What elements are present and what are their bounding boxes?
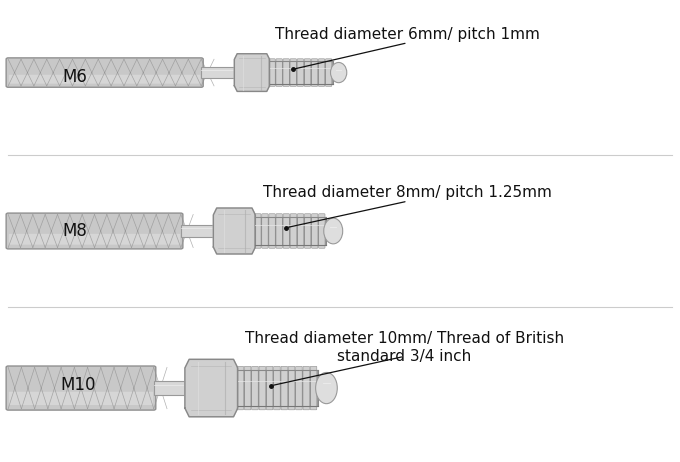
FancyBboxPatch shape xyxy=(255,214,261,248)
FancyBboxPatch shape xyxy=(9,392,153,405)
FancyBboxPatch shape xyxy=(9,75,201,84)
Text: Thread diameter 8mm/ pitch 1.25mm: Thread diameter 8mm/ pitch 1.25mm xyxy=(263,185,552,200)
FancyBboxPatch shape xyxy=(305,214,311,248)
FancyBboxPatch shape xyxy=(9,234,180,245)
FancyBboxPatch shape xyxy=(297,59,303,86)
FancyBboxPatch shape xyxy=(267,366,273,410)
Bar xyxy=(181,225,223,237)
Ellipse shape xyxy=(330,62,347,83)
Bar xyxy=(256,217,326,245)
FancyBboxPatch shape xyxy=(283,214,290,248)
Text: M8: M8 xyxy=(63,222,87,240)
FancyBboxPatch shape xyxy=(297,214,304,248)
FancyBboxPatch shape xyxy=(311,214,318,248)
FancyBboxPatch shape xyxy=(237,366,243,410)
Bar xyxy=(269,61,333,84)
FancyBboxPatch shape xyxy=(259,366,265,410)
Bar xyxy=(154,381,197,395)
FancyBboxPatch shape xyxy=(276,59,282,86)
FancyBboxPatch shape xyxy=(283,59,290,86)
FancyBboxPatch shape xyxy=(6,213,183,249)
Text: M10: M10 xyxy=(61,376,96,394)
FancyBboxPatch shape xyxy=(310,366,317,410)
Text: Thread diameter 6mm/ pitch 1mm: Thread diameter 6mm/ pitch 1mm xyxy=(275,27,540,42)
Ellipse shape xyxy=(324,218,343,244)
FancyBboxPatch shape xyxy=(244,366,251,410)
Polygon shape xyxy=(235,54,269,91)
FancyBboxPatch shape xyxy=(269,214,275,248)
FancyBboxPatch shape xyxy=(326,59,332,86)
Bar xyxy=(201,67,242,78)
Text: M6: M6 xyxy=(63,68,87,86)
FancyBboxPatch shape xyxy=(303,366,309,410)
FancyBboxPatch shape xyxy=(318,59,325,86)
Text: Thread diameter 10mm/ Thread of British
standard 3/4 inch: Thread diameter 10mm/ Thread of British … xyxy=(245,331,564,364)
FancyBboxPatch shape xyxy=(319,214,325,248)
Polygon shape xyxy=(185,359,238,417)
FancyBboxPatch shape xyxy=(296,366,302,410)
FancyBboxPatch shape xyxy=(288,366,295,410)
FancyBboxPatch shape xyxy=(281,366,288,410)
FancyBboxPatch shape xyxy=(6,58,203,87)
FancyBboxPatch shape xyxy=(311,59,318,86)
Bar xyxy=(238,370,318,407)
FancyBboxPatch shape xyxy=(252,366,258,410)
FancyBboxPatch shape xyxy=(6,366,156,410)
FancyBboxPatch shape xyxy=(262,214,268,248)
FancyBboxPatch shape xyxy=(269,59,275,86)
Ellipse shape xyxy=(316,372,337,404)
FancyBboxPatch shape xyxy=(290,214,296,248)
Polygon shape xyxy=(214,208,256,254)
FancyBboxPatch shape xyxy=(304,59,311,86)
FancyBboxPatch shape xyxy=(276,214,282,248)
FancyBboxPatch shape xyxy=(273,366,280,410)
FancyBboxPatch shape xyxy=(290,59,296,86)
